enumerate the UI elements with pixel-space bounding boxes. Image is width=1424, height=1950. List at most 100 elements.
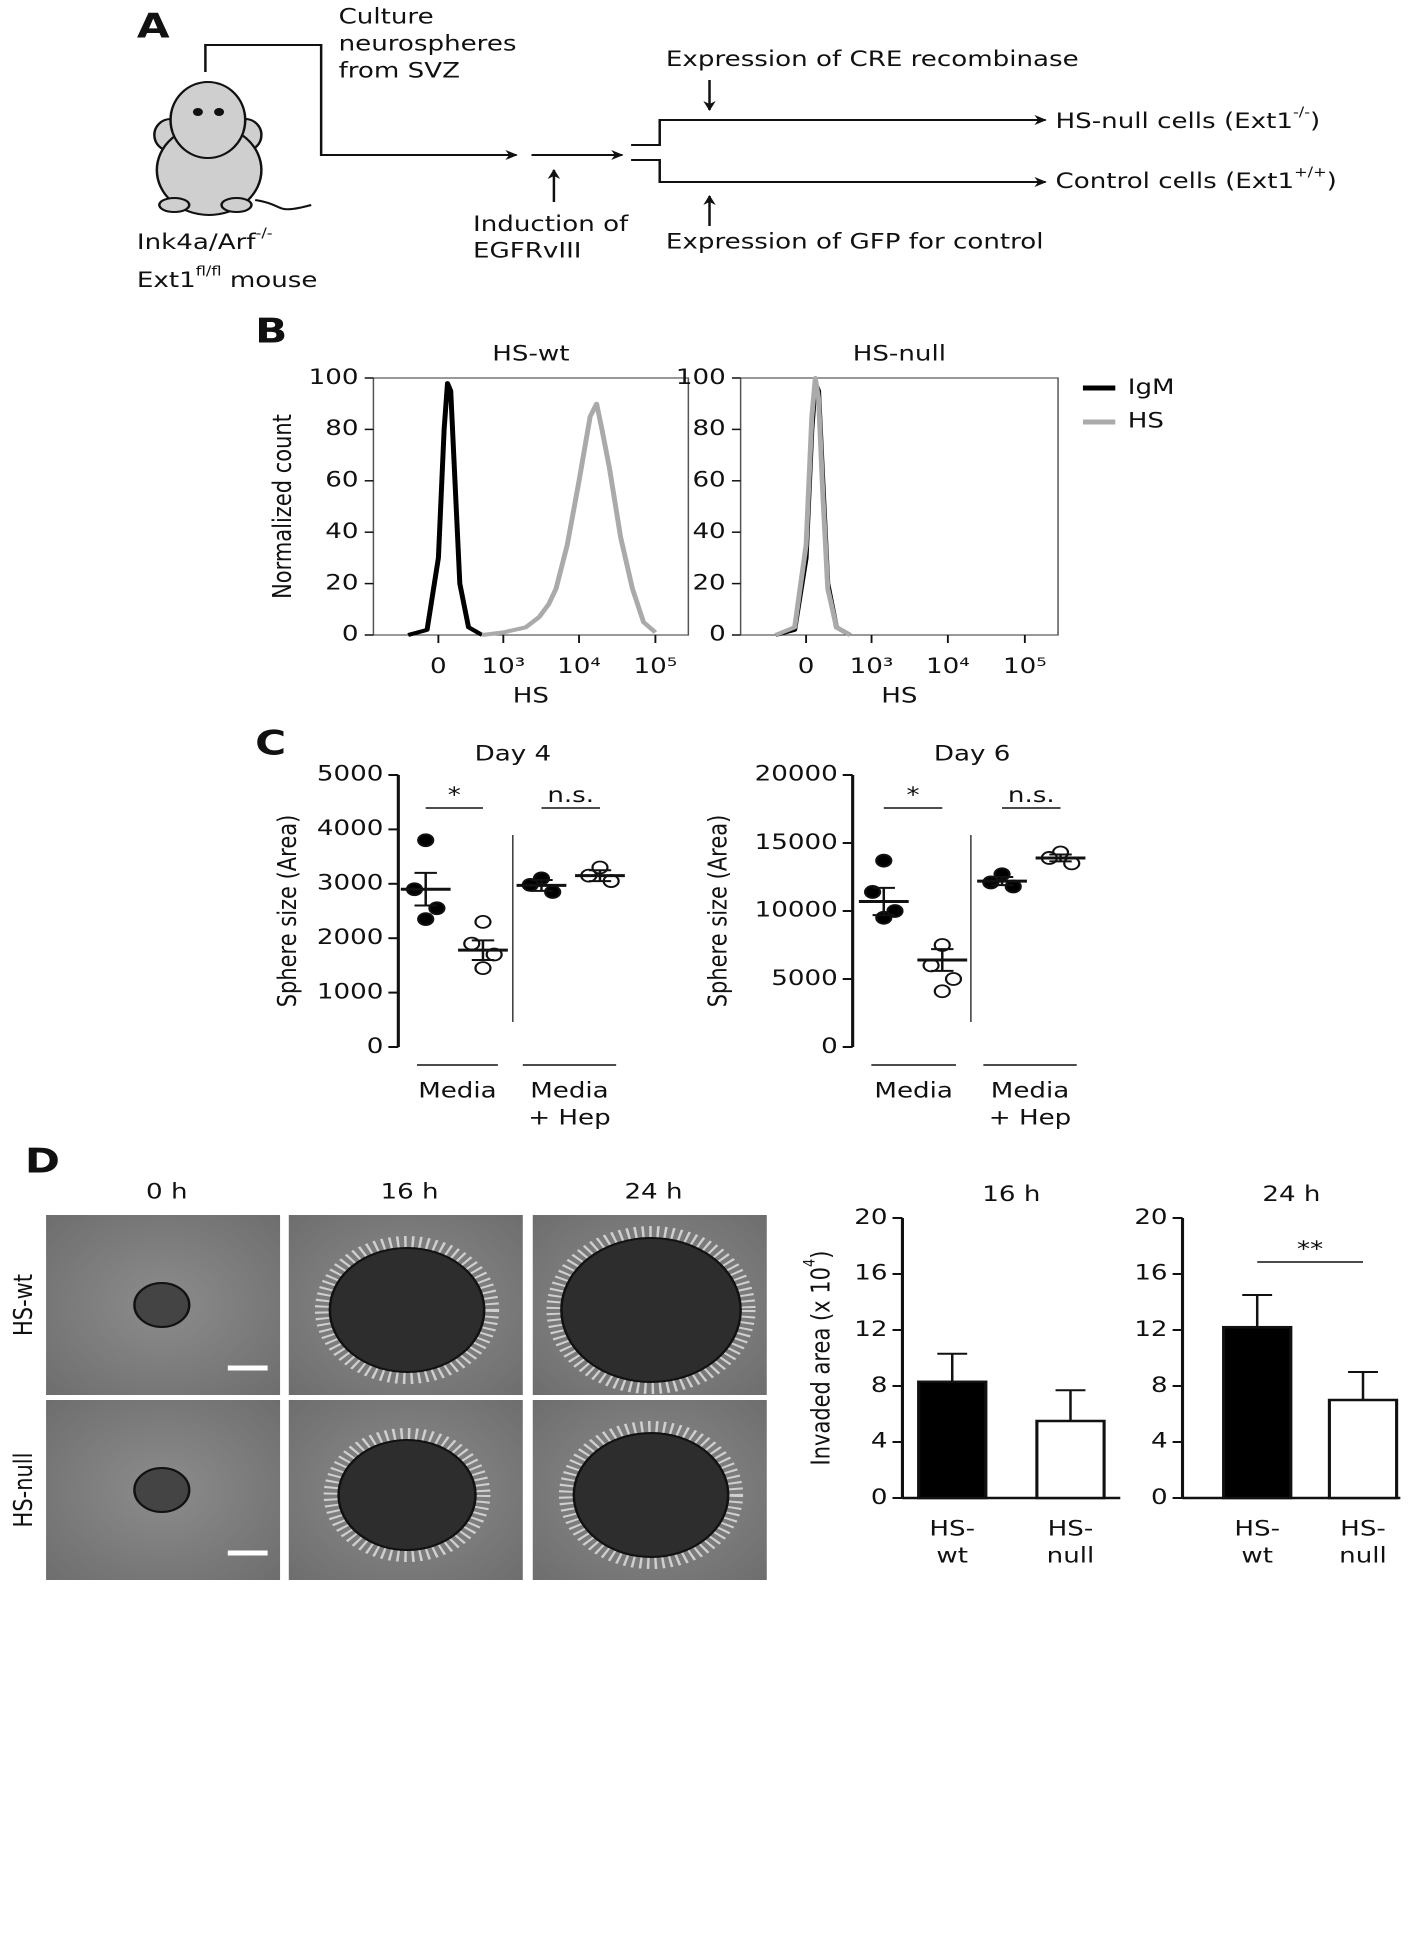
outcome-text: Control cells (Ext1+/+) (1056, 165, 1337, 193)
data-point (417, 833, 435, 848)
legend-label: HS (1128, 408, 1164, 433)
curve (774, 376, 852, 637)
sphere (133, 1282, 191, 1328)
x-tick-label: 10³ (481, 653, 525, 678)
y-tick-label: 0 (1151, 1484, 1168, 1509)
sem-bar (990, 876, 1014, 887)
step-text: Expression of GFP for control (666, 229, 1044, 254)
y-tick-label: 0 (821, 1033, 838, 1058)
y-tick-label: 15000 (755, 829, 838, 854)
y-tick-label: 16 (1134, 1260, 1167, 1285)
x-tick-label: 10⁴ (557, 653, 601, 678)
step-text: Induction of (473, 211, 629, 236)
x-tick-label: 10⁴ (926, 653, 970, 678)
x-tick-label: HS- (1048, 1516, 1094, 1541)
panel-label: C (255, 723, 286, 763)
y-tick-label: 60 (325, 467, 358, 492)
group-label: + Hep (528, 1105, 610, 1130)
step-text: from SVZ (339, 58, 460, 83)
data-point (428, 901, 446, 916)
chart-title: HS-null (853, 341, 946, 366)
bar (1327, 1398, 1399, 1500)
y-tick-label: 60 (692, 467, 725, 492)
y-tick-label: 2000 (317, 924, 383, 949)
y-axis-label-sup: 4 (800, 1259, 819, 1267)
y-tick-label: 40 (692, 518, 725, 543)
data-point (933, 984, 951, 999)
y-tick-label: 4 (1151, 1428, 1168, 1453)
legend-label: IgM (1128, 374, 1175, 399)
chart-title: 24 h (1262, 1181, 1320, 1206)
x-tick-label: HS- (1340, 1516, 1386, 1541)
group-label: + Hep (989, 1105, 1071, 1130)
outcome-text-sup: +/+ (1294, 165, 1327, 180)
y-tick-label: 20 (854, 1204, 887, 1229)
data-point (544, 885, 562, 899)
y-tick-label: 8 (871, 1372, 888, 1397)
error-bar (1242, 1294, 1273, 1328)
outcome-text-after: ) (1327, 168, 1337, 193)
y-tick-label: 4000 (317, 816, 383, 841)
significance-label: * (448, 782, 461, 807)
x-tick-label: 10⁵ (1003, 653, 1047, 678)
x-axis-label: HS (513, 683, 549, 708)
sem-bar (1049, 853, 1072, 863)
error-bar (1348, 1371, 1378, 1400)
y-tick-label: 5000 (771, 965, 837, 990)
time-label: 24 h (624, 1179, 682, 1204)
step-text: neurospheres (339, 31, 517, 56)
x-tick-label: wt (936, 1543, 968, 1568)
x-tick-label: HS- (1234, 1516, 1280, 1541)
mouse-genotype: Ink4a/Arf-/- (137, 226, 273, 254)
sphere (133, 1467, 191, 1513)
mouse-genotype: Ext1fl/fl mouse (137, 264, 318, 292)
time-label: 16 h (380, 1179, 438, 1204)
mouse-genotype-main: Ink4a/Arf (137, 229, 256, 254)
group-label: Media (991, 1078, 1069, 1103)
chart-title: 16 h (982, 1181, 1040, 1206)
y-tick-label: 0 (342, 621, 359, 646)
y-tick-label: 80 (692, 416, 725, 441)
flow-arrows (204, 44, 1047, 226)
x-tick-label: null (1047, 1543, 1095, 1568)
y-tick-label: 20 (1134, 1204, 1167, 1229)
group-label: Media (874, 1078, 952, 1103)
plot-frame (372, 377, 690, 636)
significance-label: ** (1297, 1236, 1323, 1261)
sphere-spikes (546, 1226, 756, 1394)
y-tick-label: 40 (325, 518, 358, 543)
sphere (572, 1432, 730, 1558)
mouse-icon (153, 81, 312, 216)
sem-bar (414, 871, 437, 907)
chart-title: Day 4 (475, 741, 551, 766)
sphere (328, 1247, 486, 1373)
sphere-spikes (558, 1421, 744, 1569)
y-tick-label: 3000 (317, 870, 383, 895)
y-tick-label: 20 (325, 570, 358, 595)
step-text: Culture (339, 4, 434, 29)
curve (407, 381, 484, 637)
data-point (886, 904, 904, 918)
outcome-text-main: HS-null cells (Ext1 (1056, 108, 1293, 133)
chart-title: HS-wt (492, 341, 569, 366)
y-axis-label-after: ) (804, 1251, 835, 1259)
time-label: 0 h (146, 1179, 187, 1204)
panel-label: D (25, 1141, 60, 1181)
sem-bar (471, 939, 495, 961)
data-point (417, 912, 435, 927)
y-tick-label: 16 (854, 1260, 887, 1285)
bar (917, 1380, 988, 1500)
outcome-text-sup: -/- (1293, 105, 1310, 120)
chart-title: Day 6 (934, 741, 1010, 766)
sem-bar (588, 869, 612, 883)
x-tick-label: wt (1241, 1543, 1273, 1568)
sem-bar (872, 886, 895, 917)
sphere-spikes (323, 1428, 491, 1562)
x-tick-label: 10³ (850, 653, 894, 678)
error-bar (937, 1352, 968, 1382)
bar (1222, 1325, 1293, 1500)
significance-label: n.s. (1008, 782, 1055, 807)
curve (481, 401, 658, 637)
